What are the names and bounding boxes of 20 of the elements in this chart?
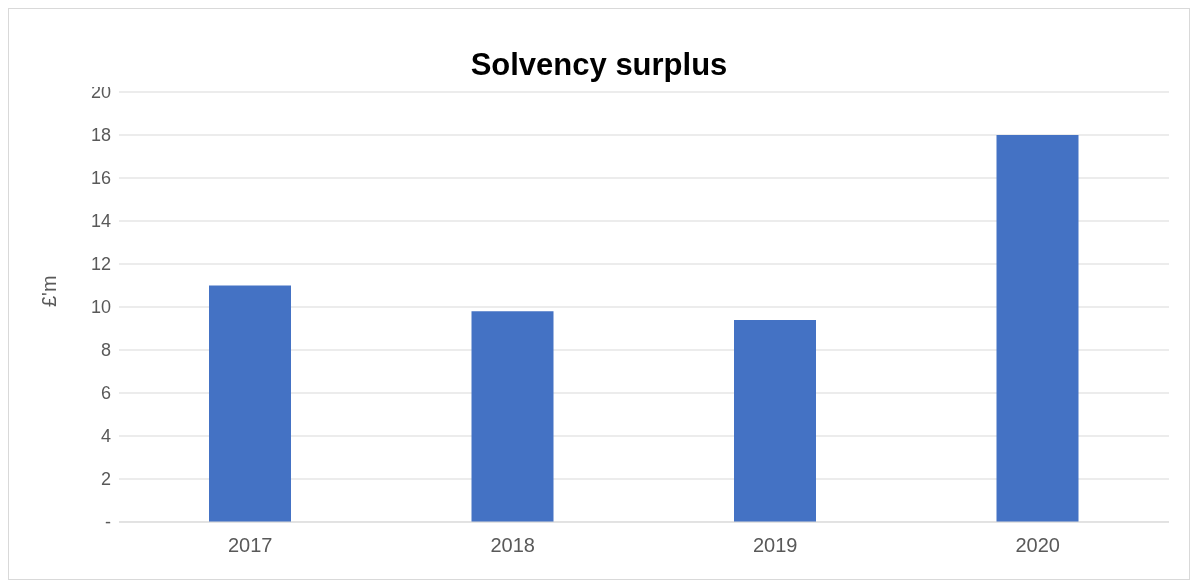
x-tick-label: 2018 — [490, 534, 535, 557]
bar — [734, 319, 816, 522]
y-tick-label: 12 — [90, 254, 111, 275]
bar — [209, 285, 291, 522]
y-tick-label: 10 — [90, 297, 111, 318]
y-tick-label: 14 — [90, 211, 111, 232]
x-tick-label: 2020 — [1015, 534, 1060, 557]
y-tick-label: 6 — [100, 383, 111, 404]
y-tick-label: - — [105, 512, 111, 533]
bar — [996, 135, 1079, 522]
chart-title: Solvency surplus — [470, 47, 728, 82]
bar — [471, 311, 554, 522]
x-tick-label: 2017 — [228, 534, 273, 557]
y-tick-label: 8 — [100, 340, 111, 361]
y-tick-label: 16 — [90, 168, 111, 189]
y-tick-label: 18 — [90, 125, 111, 146]
y-tick-label: 4 — [100, 426, 111, 447]
y-axis-title: £'m — [38, 275, 61, 307]
x-tick-label: 2019 — [753, 534, 798, 557]
y-tick-label: 2 — [100, 469, 111, 490]
